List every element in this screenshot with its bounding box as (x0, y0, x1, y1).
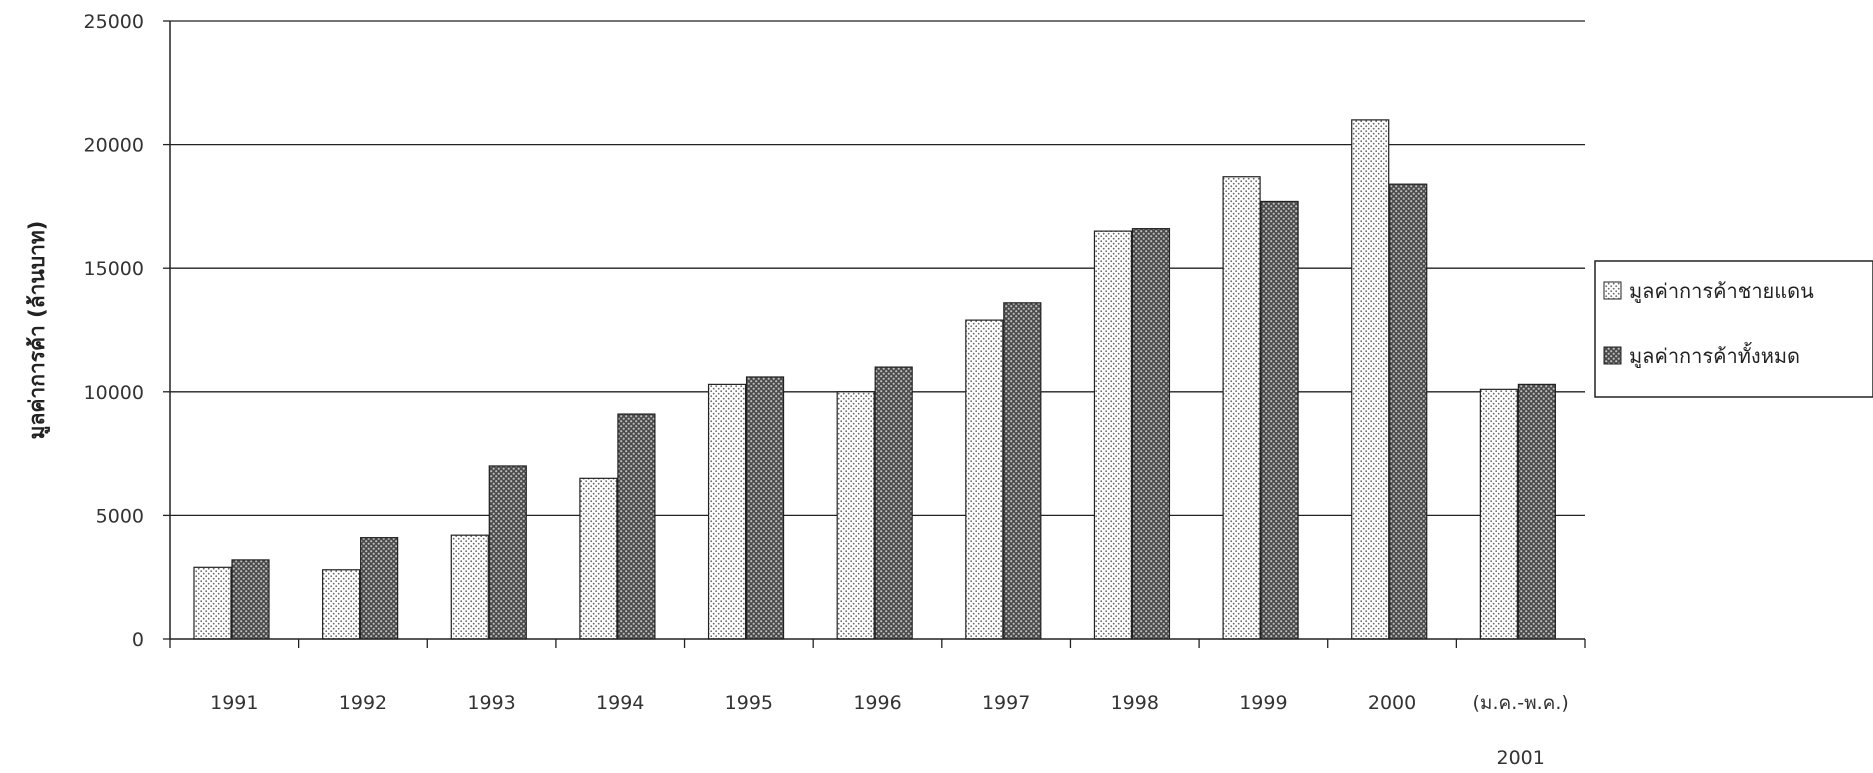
y-tick-label-1: 5000 (96, 505, 144, 527)
bar-s1-6 (965, 319, 1004, 640)
bar-s1-4 (707, 383, 747, 640)
x-tick-label-5: 1996 (853, 692, 901, 714)
x-tick-label-6: 1997 (982, 692, 1030, 714)
bar-s1-7 (1093, 230, 1133, 640)
x-tick-label-1: 1992 (339, 692, 387, 714)
bar-s2-6 (1003, 302, 1042, 640)
axes (163, 20, 1586, 648)
x-tick-sublabel-10: 2001 (1497, 747, 1545, 769)
bar-s1-10 (1479, 388, 1518, 640)
legend-swatch-total-trade (1603, 346, 1622, 365)
bar-s1-5 (836, 391, 875, 640)
legend-swatch-border-trade (1603, 281, 1622, 300)
bar-s2-9 (1389, 183, 1428, 640)
bar-s2-7 (1131, 228, 1171, 640)
y-tick-label-4: 20000 (84, 135, 144, 157)
y-tick-label-0: 0 (132, 629, 144, 651)
legend-label-total-trade: มูลค่าการค้าทั้งหมด (1629, 342, 1800, 369)
y-tick-label-5: 25000 (84, 11, 144, 33)
x-tick-label-9: 2000 (1368, 692, 1416, 714)
x-tick-label-10: (ม.ค.-พ.ค.) (1473, 692, 1569, 714)
x-tick-label-3: 1994 (596, 692, 644, 714)
bar-s2-10 (1517, 383, 1556, 640)
y-tick-label-2: 10000 (84, 382, 144, 404)
x-tick-label-8: 1999 (1239, 692, 1287, 714)
bar-s1-9 (1351, 119, 1390, 640)
bar-s2-0 (231, 559, 270, 640)
legend: มูลค่าการค้าชายแดน มูลค่าการค้าทั้งหมด (1594, 260, 1873, 398)
bar-s2-5 (874, 366, 913, 640)
legend-box (1594, 260, 1873, 398)
bar-s1-1 (322, 569, 361, 640)
x-tick-label-7: 1998 (1111, 692, 1159, 714)
bar-s1-3 (579, 477, 618, 640)
bar-s2-2 (488, 465, 527, 640)
bar-s1-8 (1222, 176, 1261, 640)
bar-s2-1 (360, 537, 399, 640)
bar-s2-3 (617, 413, 656, 640)
y-axis-title: มูลค่าการค้า (ล้านบาท) (25, 221, 51, 440)
legend-label-border-trade: มูลค่าการค้าชายแดน (1629, 279, 1814, 304)
bar-s1-2 (450, 534, 489, 640)
bar-s1-0 (193, 566, 232, 640)
bars (193, 119, 1556, 640)
x-tick-label-2: 1993 (467, 692, 515, 714)
bar-s2-8 (1260, 200, 1299, 640)
x-tick-label-0: 1991 (210, 692, 258, 714)
x-tick-label-4: 1995 (725, 692, 773, 714)
tick-labels: 0 5000 10000 15000 20000 25000 1991 1992 1993 199… (84, 11, 1569, 769)
y-tick-label-3: 15000 (84, 258, 144, 280)
bar-s2-4 (745, 376, 785, 640)
gridlines (170, 20, 1585, 517)
